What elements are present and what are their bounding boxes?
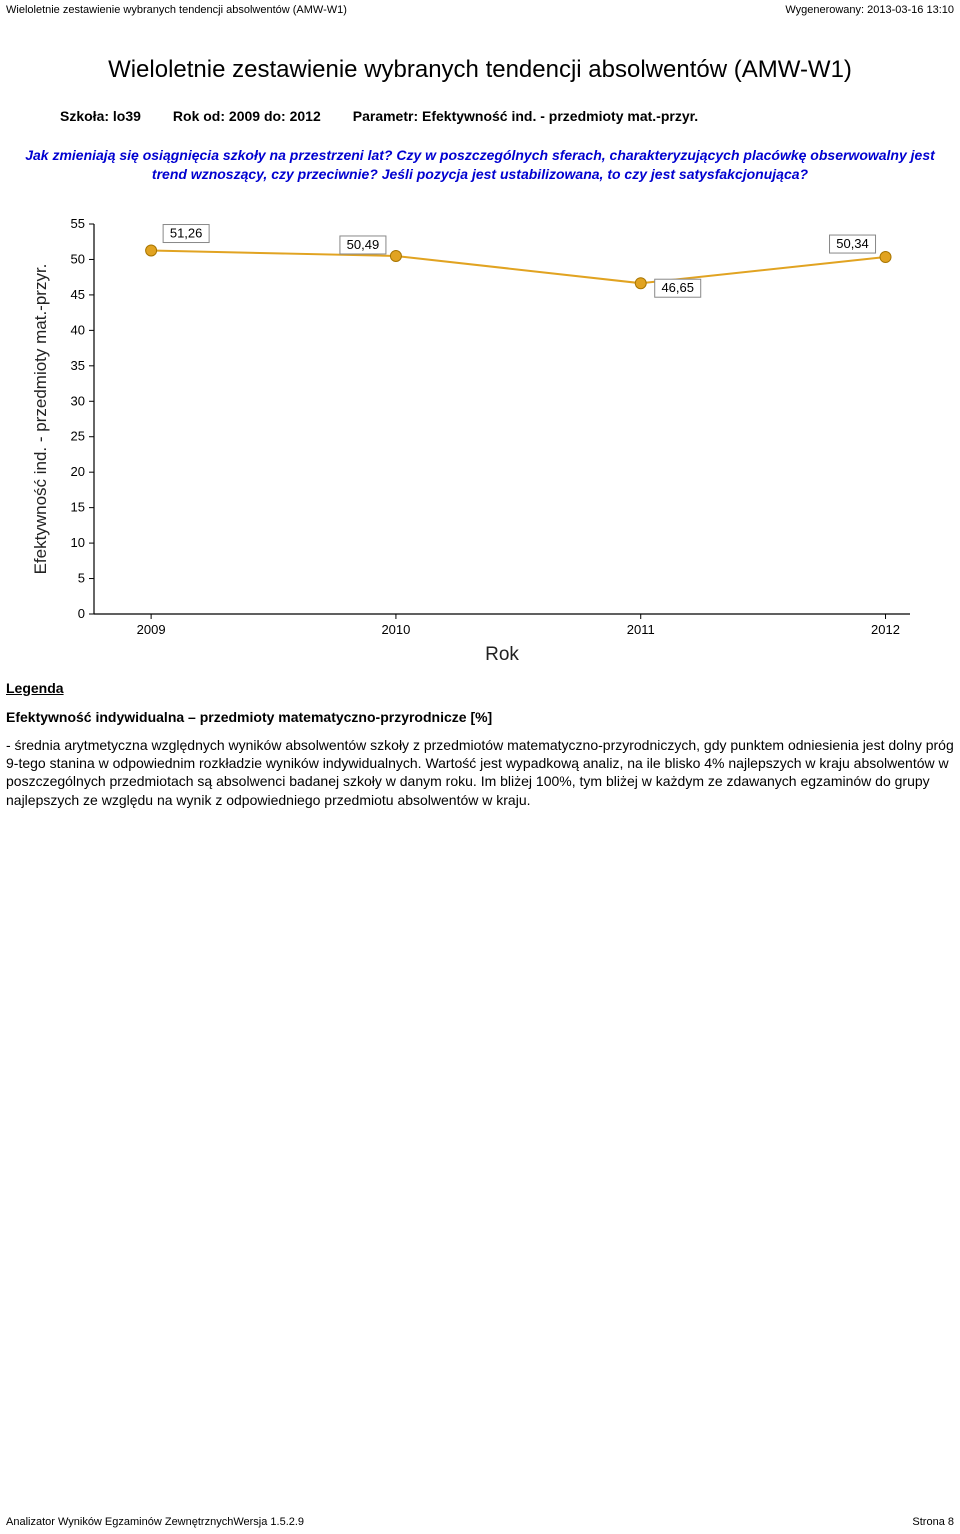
svg-text:35: 35 xyxy=(71,358,85,373)
svg-text:25: 25 xyxy=(71,429,85,444)
svg-text:20: 20 xyxy=(71,464,85,479)
footer-right: Strona 8 xyxy=(912,1516,954,1528)
legend-body: - średnia arytmetyczna względnych wynikó… xyxy=(6,736,954,809)
page-footer: Analizator Wyników Egzaminów Zewnętrznyc… xyxy=(6,1516,954,1528)
svg-text:2009: 2009 xyxy=(137,622,166,637)
svg-text:30: 30 xyxy=(71,393,85,408)
footer-left: Analizator Wyników Egzaminów Zewnętrznyc… xyxy=(6,1516,304,1528)
svg-text:2010: 2010 xyxy=(381,622,410,637)
svg-text:50,49: 50,49 xyxy=(347,237,380,252)
svg-text:46,65: 46,65 xyxy=(661,280,694,295)
param-school: Szkoła: lo39 xyxy=(60,108,141,124)
question-text: Jak zmieniają się osiągnięcia szkoły na … xyxy=(0,146,960,184)
svg-text:40: 40 xyxy=(71,322,85,337)
header-right: Wygenerowany: 2013-03-16 13:10 xyxy=(785,4,954,16)
svg-text:2011: 2011 xyxy=(627,622,655,637)
svg-text:15: 15 xyxy=(71,499,85,514)
legend: Legenda Efektywność indywidualna – przed… xyxy=(0,670,960,809)
svg-text:2012: 2012 xyxy=(871,622,900,637)
svg-text:Efektywność ind. - przedmioty: Efektywność ind. - przedmioty mat.-przyr… xyxy=(31,263,50,574)
header-left: Wieloletnie zestawienie wybranych tenden… xyxy=(6,4,347,16)
svg-text:Rok: Rok xyxy=(485,644,519,665)
svg-text:5: 5 xyxy=(78,570,85,585)
page: Wieloletnie zestawienie wybranych tenden… xyxy=(0,0,960,1534)
svg-text:51,26: 51,26 xyxy=(170,225,203,240)
svg-text:45: 45 xyxy=(71,287,85,302)
legend-title: Legenda xyxy=(6,680,954,696)
svg-text:50,34: 50,34 xyxy=(836,236,869,251)
params-row: Szkoła: lo39 Rok od: 2009 do: 2012 Param… xyxy=(0,108,960,124)
svg-text:10: 10 xyxy=(71,535,85,550)
legend-subtitle: Efektywność indywidualna – przedmioty ma… xyxy=(6,708,954,726)
param-years: Rok od: 2009 do: 2012 xyxy=(173,108,321,124)
svg-text:55: 55 xyxy=(71,216,85,231)
page-title: Wieloletnie zestawienie wybranych tenden… xyxy=(20,56,940,84)
line-chart: 0 5 10 15 20 25 30 35 40 45 50 55 2009 2010 2011 2012 Ef… xyxy=(28,210,928,670)
svg-text:50: 50 xyxy=(71,251,85,266)
page-header: Wieloletnie zestawienie wybranych tenden… xyxy=(0,0,960,16)
param-parameter: Parametr: Efektywność ind. - przedmioty … xyxy=(353,108,698,124)
svg-text:0: 0 xyxy=(78,606,85,621)
chart-container: 0 5 10 15 20 25 30 35 40 45 50 55 2009 2010 2011 2012 Ef… xyxy=(0,210,960,670)
